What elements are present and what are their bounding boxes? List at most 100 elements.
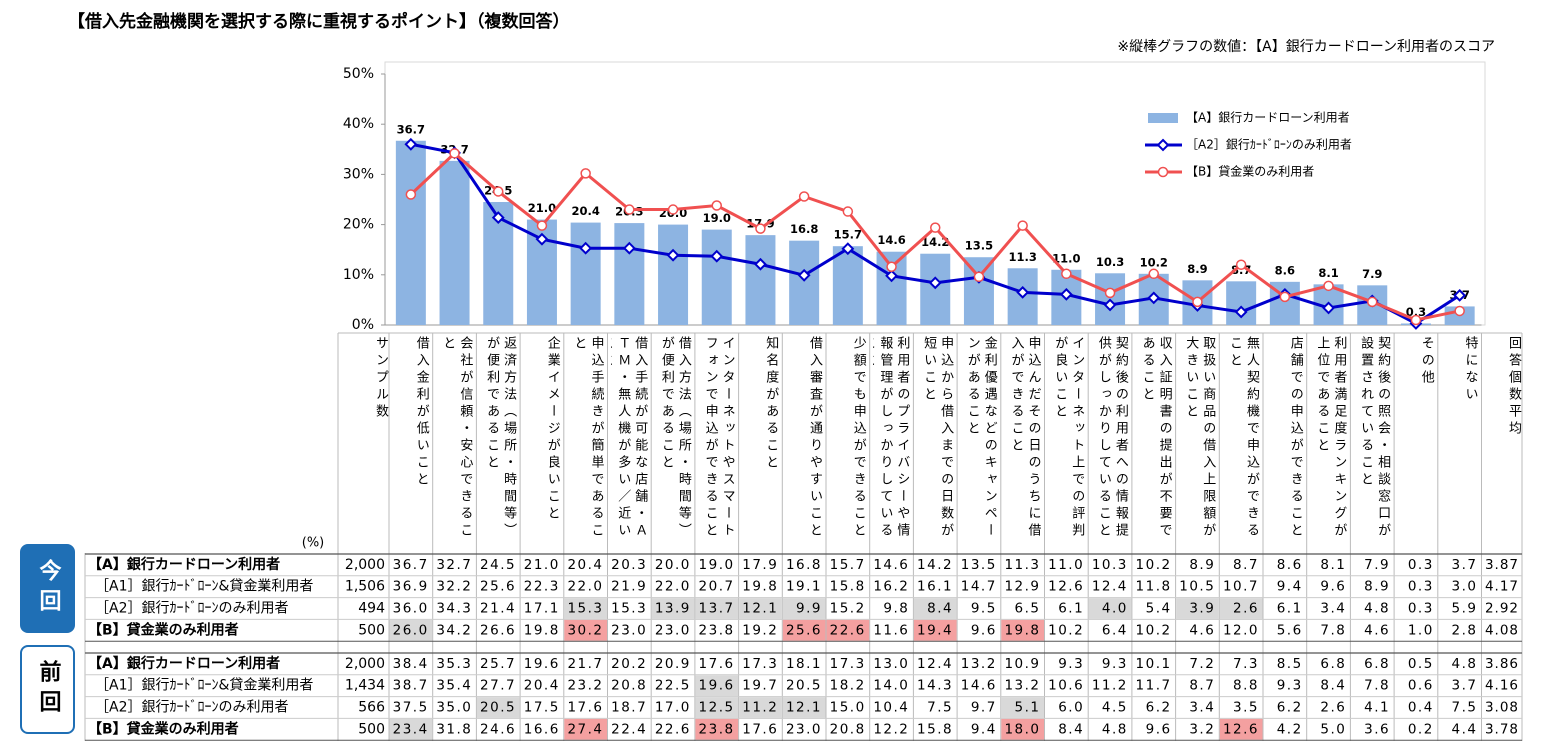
column-header: 知名度があること	[763, 336, 779, 472]
cell-highlight	[782, 619, 826, 641]
sample-size: 500	[358, 622, 385, 638]
cell-value: 15.8	[830, 579, 866, 595]
cell-value: 15.0	[830, 700, 866, 716]
cell-value: 3.6	[1364, 721, 1390, 737]
marker	[1279, 291, 1291, 303]
cell-value: 6.8	[1364, 656, 1390, 672]
cell-value: 0.3	[1408, 579, 1434, 595]
cell-value: 9.3	[1058, 656, 1084, 672]
column-header: 契約後の利用者への情報提供がしっかりしていること	[1095, 336, 1128, 540]
cell-value: 7.5	[1452, 700, 1478, 716]
marker	[841, 242, 855, 256]
cell-value: 38.7	[393, 678, 429, 694]
cell-value: 26.6	[480, 622, 516, 638]
cell-value: 19.8	[1004, 622, 1040, 638]
cell-value: 8.9	[1189, 557, 1215, 573]
column-header: 借入手続が可能な店舗・ＡＴＭ・無人機が多い／近いこと	[611, 336, 648, 540]
cell-value: 20.0	[655, 557, 691, 573]
cell-value: 10.1	[1136, 656, 1172, 672]
sample-size: 1,506	[345, 579, 385, 595]
marker	[754, 257, 767, 271]
cell-highlight	[564, 619, 607, 641]
cell-highlight	[1088, 598, 1132, 619]
cell-value: 18.2	[830, 678, 866, 694]
cell-value: 19.1	[786, 579, 822, 595]
cell-value: 16.8	[786, 557, 822, 573]
cell-value: 19.6	[699, 678, 735, 694]
cell-value: 17.3	[742, 656, 778, 672]
cell-value: 5.1	[1015, 700, 1041, 716]
cell-value: 20.5	[480, 700, 516, 716]
bar-label: 0.3	[1406, 305, 1426, 319]
cell-value: 17.9	[742, 557, 778, 573]
cell-value: 23.2	[567, 678, 603, 694]
bar-label: 8.1	[1318, 266, 1338, 280]
bar-label: 14.6	[877, 233, 905, 247]
marker	[405, 189, 417, 200]
marker	[666, 248, 680, 262]
cell-value: 23.8	[699, 622, 735, 638]
cell-value: 12.9	[1004, 579, 1040, 595]
cell-highlight	[651, 598, 695, 619]
cell-value: 9.7	[971, 700, 997, 716]
cell-value: 7.8	[1320, 622, 1346, 638]
cell-value: 7.2	[1189, 656, 1215, 672]
cell-value: 34.2	[436, 622, 472, 638]
marker	[930, 222, 941, 233]
bar-label: 11.0	[1052, 251, 1080, 265]
cell-value: 0.3	[1408, 601, 1434, 617]
cell-value: 12.5	[699, 700, 735, 716]
bar-label: 14.2	[921, 235, 949, 249]
column-header: 申込んだその日のうちに借入ができること	[1008, 336, 1041, 540]
cell-value: 6.2	[1146, 700, 1172, 716]
marker	[535, 232, 549, 246]
cell-value: 13.9	[655, 601, 691, 617]
marker	[710, 249, 724, 263]
cell-value: 10.2	[1048, 622, 1084, 638]
bar-label: 10.3	[1096, 255, 1124, 269]
cell-value: 8.9	[1364, 579, 1390, 595]
cell-highlight	[1001, 619, 1044, 641]
cell-value: 2.6	[1233, 601, 1259, 617]
cell-value: 3.0	[1452, 579, 1478, 595]
column-header: 金利優遇などのキャンペーンがあること	[964, 336, 997, 540]
cell-value: 4.4	[1452, 721, 1478, 737]
cell-value: 14.6	[873, 557, 909, 573]
column-header: インターネットやスマートフォンで申込ができること	[702, 336, 735, 540]
cell-value: 20.4	[567, 557, 603, 573]
cell-value: 9.3	[1277, 678, 1303, 694]
cell-value: 10.9	[1004, 656, 1040, 672]
cell-value: 22.0	[655, 579, 691, 595]
cell-highlight	[389, 619, 433, 641]
bar	[832, 246, 863, 325]
cell-value: 6.1	[1058, 601, 1084, 617]
cell-value: 12.6	[1048, 579, 1084, 595]
bar	[963, 257, 994, 325]
cell-value: 20.5	[786, 678, 822, 694]
cell-value: 13.5	[961, 557, 997, 573]
bar	[395, 140, 426, 325]
cell-value: 11.6	[873, 622, 909, 638]
legend-swatch	[1148, 113, 1178, 123]
cell-value: 10.7	[1223, 579, 1259, 595]
column-header: 特にない	[1462, 336, 1478, 404]
cell-highlight	[913, 598, 957, 619]
marker	[1103, 298, 1117, 312]
cell-highlight	[739, 598, 782, 619]
cell-value: 18.7	[611, 700, 647, 716]
cell-value: 12.1	[742, 601, 778, 617]
marker	[491, 211, 505, 224]
cell-value: 35.3	[436, 656, 472, 672]
cell-value: 13.0	[873, 656, 909, 672]
marker	[797, 268, 811, 282]
marker	[1016, 285, 1030, 299]
marker	[1322, 301, 1335, 315]
column-header: 借入方法（場所・時間等）が便利であること	[658, 336, 691, 540]
cell-value: 7.3	[1233, 656, 1259, 672]
average-value: 3.86	[1485, 656, 1519, 672]
cell-value: 25.7	[480, 656, 516, 672]
column-header: 収入証明書の提出が不要であること	[1139, 336, 1172, 540]
column-header: 取扱い商品の借入上限額が大きいこと	[1183, 336, 1216, 540]
sample-size: 494	[358, 601, 385, 617]
